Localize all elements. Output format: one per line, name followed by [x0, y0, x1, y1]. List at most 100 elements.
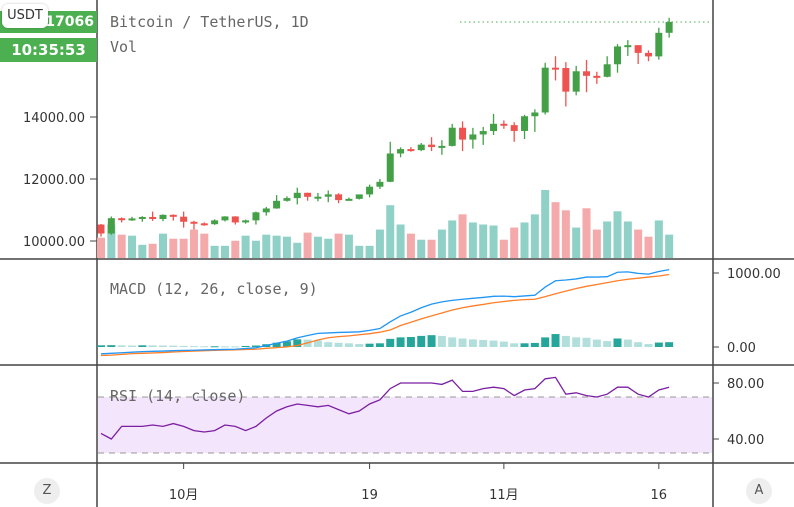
- macd-histogram-bar: [427, 335, 436, 347]
- macd-tick-label: 0.00: [727, 341, 756, 356]
- volume-bar: [127, 235, 136, 258]
- candle-body: [345, 198, 353, 201]
- auto-scale-button[interactable]: A: [746, 478, 772, 504]
- candle-body: [428, 144, 436, 148]
- candle-body: [252, 212, 260, 221]
- currency-badge[interactable]: USDT: [2, 4, 48, 28]
- macd-histogram-bar: [313, 340, 322, 347]
- macd-histogram-bar: [386, 338, 395, 347]
- candle-body: [376, 181, 384, 187]
- candle-body: [655, 32, 663, 57]
- macd-histogram-bar: [107, 345, 116, 347]
- volume-bar: [582, 208, 591, 258]
- volume-bar: [97, 237, 105, 258]
- volume-bar: [427, 239, 436, 258]
- candle-body: [335, 194, 343, 201]
- volume-bar: [138, 244, 147, 258]
- rsi-pane: [100, 376, 670, 440]
- symbol-legend: Bitcoin / TetherUS, 1D: [110, 13, 309, 31]
- candle-body: [366, 186, 374, 195]
- time-tick-label: 11月: [489, 488, 519, 503]
- candle-body: [593, 75, 601, 78]
- macd-histogram-bar: [520, 343, 529, 347]
- candle-body: [572, 71, 580, 92]
- candle-body: [128, 218, 136, 221]
- candle-body: [479, 131, 487, 135]
- macd-histogram-bar: [499, 341, 508, 347]
- macd-histogram-bar: [417, 335, 426, 347]
- candle-body: [500, 123, 508, 126]
- candle-body: [355, 194, 363, 199]
- volume-bar: [437, 229, 446, 258]
- volume-bar: [262, 234, 271, 258]
- volume-bar: [107, 224, 116, 258]
- volume-bar: [592, 229, 601, 258]
- candle-body: [438, 145, 446, 148]
- macd-histogram-bar: [530, 342, 539, 347]
- candle-body: [541, 67, 549, 113]
- macd-histogram-bar: [561, 335, 570, 347]
- candle-body: [562, 68, 570, 92]
- macd-histogram-bar: [272, 342, 281, 347]
- candle-body: [293, 192, 301, 199]
- volume-bar: [210, 245, 219, 258]
- volume-bar: [303, 232, 312, 258]
- price-tick-label: 12000.00: [23, 173, 85, 188]
- candle-body: [386, 153, 394, 182]
- volume-bar: [179, 238, 188, 258]
- macd-histogram-bar: [355, 344, 364, 347]
- candle-body: [138, 216, 146, 219]
- macd-histogram-bar: [189, 346, 198, 348]
- macd-histogram-bar: [468, 339, 477, 347]
- volume-bar: [458, 214, 467, 258]
- volume-bar: [634, 229, 643, 258]
- volume-bar: [241, 235, 250, 258]
- macd-histogram-bar: [97, 345, 105, 347]
- macd-histogram-bar: [489, 340, 498, 347]
- candle-body: [552, 67, 560, 70]
- macd-histogram-bar: [117, 345, 126, 347]
- volume-bar: [117, 234, 126, 258]
- macd-histogram-bar: [251, 345, 260, 347]
- macd-histogram-bar: [654, 342, 663, 347]
- macd-histogram-bar: [448, 337, 457, 347]
- candle-body: [262, 208, 270, 213]
- macd-histogram-bar: [623, 339, 632, 347]
- macd-histogram-bar: [220, 346, 229, 348]
- axes: 10000.00 12000.00 14000.00 0.00 1000.00 40.00…: [23, 21, 781, 503]
- volume-bar: [231, 240, 240, 258]
- macd-histogram-bar: [582, 337, 591, 347]
- macd-histogram-bar: [200, 346, 209, 348]
- candle-body: [283, 198, 291, 201]
- volume-bar: [386, 205, 395, 258]
- candle-body: [407, 149, 415, 152]
- volume-bar: [499, 239, 508, 258]
- volume-bar: [448, 220, 457, 258]
- volume-bar: [148, 243, 157, 258]
- macd-histogram-bar: [634, 342, 643, 347]
- zoom-reset-button[interactable]: Z: [34, 478, 60, 504]
- volume-bar: [313, 236, 322, 258]
- macd-histogram-bar: [613, 338, 622, 347]
- macd-histogram-bar: [293, 339, 302, 347]
- macd-histogram-bar: [324, 342, 333, 347]
- macd-histogram-bar: [644, 344, 653, 347]
- volume-bar: [468, 222, 477, 258]
- price-tick-label: 10000.00: [23, 235, 85, 250]
- volume-bar: [272, 235, 281, 258]
- macd-tick-label: 1000.00: [727, 267, 781, 282]
- candle-body: [314, 196, 322, 199]
- macd-histogram-bar: [551, 334, 560, 347]
- macd-histogram-bar: [603, 341, 612, 347]
- volume-bar: [613, 211, 622, 258]
- macd-pane: [97, 269, 674, 357]
- volume-bar: [293, 242, 302, 258]
- candle-body: [531, 112, 539, 117]
- candle-body: [459, 127, 467, 140]
- volume-bar: [644, 236, 653, 258]
- macd-histogram-bar: [344, 343, 353, 347]
- macd-histogram-bar: [334, 342, 343, 347]
- volume-bar: [334, 233, 343, 258]
